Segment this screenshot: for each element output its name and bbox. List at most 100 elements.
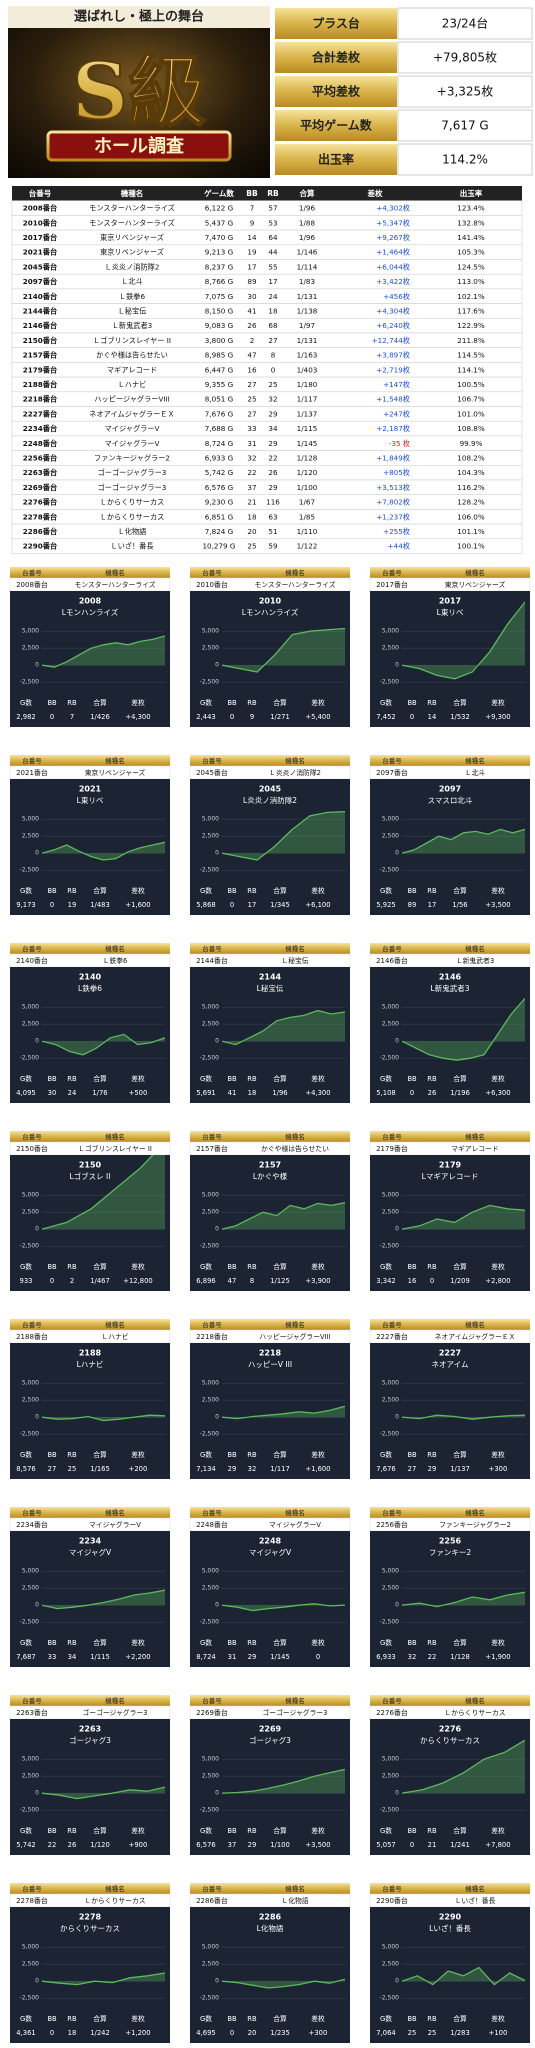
- stat-label: 合算: [273, 1262, 287, 1271]
- card-number: 2248番台: [196, 1520, 228, 1529]
- stat-label: BB: [407, 887, 417, 895]
- table-cell: 東京リベンジャーズ: [100, 233, 164, 242]
- table-cell: 29: [268, 483, 278, 492]
- stat-value: 1/235: [270, 2029, 290, 2037]
- line: [222, 1768, 345, 1794]
- line-area: [42, 1034, 165, 1055]
- stat-value: +1,200: [125, 2029, 150, 2037]
- y-tick-label: 2,500: [202, 833, 219, 840]
- stat-label: 合算: [273, 2014, 287, 2023]
- y-tick-label: 5,000: [22, 1380, 39, 1387]
- card-label: 台番号: [202, 756, 222, 765]
- table-row: [11, 523, 523, 540]
- line: [402, 1966, 525, 1986]
- stat-label: BB: [407, 2015, 417, 2023]
- stat-value: +300: [489, 1465, 508, 1473]
- card-label: 機種名: [465, 1508, 485, 1517]
- stat-label: BB: [47, 1827, 57, 1835]
- card: 台番号 機種名 2278番台 Ｌからくりサーカス 2278 からくりサーカス 5,000 2,…: [9, 1883, 171, 2043]
- chart-number: 2140: [79, 973, 102, 982]
- table-cell: 1/120: [297, 468, 318, 477]
- chart-number: 2227: [439, 1349, 461, 1358]
- y-tick-label: -2,500: [20, 1807, 40, 1814]
- stat-value: 8,724: [196, 1653, 215, 1661]
- table-cell: 2234番台: [23, 424, 57, 433]
- card-name: Ｌからくりサーカス: [444, 1709, 505, 1717]
- table-cell: +5,347枚: [376, 218, 410, 227]
- table-cell: 8,237 G: [205, 262, 233, 271]
- card-label-bar: [190, 1131, 350, 1142]
- table-row: [11, 317, 523, 334]
- stat-value: 2: [70, 1277, 74, 1285]
- table-cell: 1/83: [299, 277, 315, 286]
- card-name: モンスターハンターライズ: [74, 580, 155, 589]
- y-tick-label: 2,500: [382, 1021, 399, 1028]
- table-cell: 106.7%: [457, 395, 485, 404]
- stat-value: 29: [248, 1841, 257, 1849]
- table-cell: 1/115: [297, 424, 318, 433]
- table-row: [11, 464, 523, 481]
- table-cell: 1/145: [297, 439, 318, 448]
- card-label: 台番号: [202, 1508, 222, 1517]
- line: [402, 1591, 525, 1608]
- line-area: [402, 1592, 525, 1607]
- stat-label: G数: [200, 1450, 212, 1459]
- y-tick-label: 2,500: [22, 1773, 39, 1780]
- stat-value: 8: [250, 1277, 254, 1285]
- summary-row: 平均差枚 +3,325枚: [275, 75, 533, 108]
- y-tick-label: 0: [35, 1226, 39, 1233]
- chart-number: 2017: [439, 597, 461, 606]
- card-label: 機種名: [285, 756, 305, 765]
- y-tick-label: -2,500: [380, 1807, 400, 1814]
- stat-value: +3,900: [305, 1277, 330, 1285]
- chart-number: 2150: [79, 1161, 102, 1170]
- stat-label: RB: [247, 1639, 257, 1647]
- y-tick-label: 0: [395, 1038, 399, 1045]
- stat-value: 1/283: [450, 2029, 470, 2037]
- stat-value: 0: [410, 713, 414, 721]
- chart-number: 2045: [259, 785, 282, 794]
- table-cell: Ｌハナビ: [118, 380, 147, 389]
- table-cell: 2290番台: [23, 542, 57, 551]
- y-tick-label: -2,500: [20, 867, 40, 874]
- card-label: 台番号: [22, 756, 42, 765]
- card-label-bar: [190, 1695, 350, 1706]
- table-cell: +3,513枚: [376, 483, 410, 492]
- stat-label: RB: [67, 1827, 77, 1835]
- card-number: 2157番台: [196, 1144, 228, 1153]
- card-number: 2286番台: [196, 1896, 228, 1905]
- table-cell: 2256番台: [23, 453, 57, 462]
- stat-value: 5,925: [376, 901, 395, 909]
- chart-name: Lかぐや様: [253, 1171, 288, 1181]
- line-area: [222, 1202, 345, 1230]
- card-label: 機種名: [105, 568, 125, 577]
- stat-label: RB: [247, 887, 257, 895]
- line-area: [42, 842, 165, 860]
- table-cell: 5,742 G: [205, 468, 233, 477]
- summary-label: 出玉率: [318, 152, 354, 167]
- chart-name: スマスロ北斗: [428, 796, 473, 805]
- line-area: [222, 628, 345, 672]
- table-cell: 53: [268, 218, 277, 227]
- stat-value: 9,173: [16, 901, 35, 909]
- card-label: 機種名: [465, 568, 485, 577]
- card: 台番号 機種名 2218番台 ハッピージャグラーVIII 2218 ハッピーV III 5,…: [189, 1319, 351, 1479]
- card-label-bar: [10, 1883, 170, 1894]
- stat-value: 19: [68, 901, 77, 909]
- table-cell: 8,724 G: [205, 439, 233, 448]
- stat-label: RB: [427, 1827, 437, 1835]
- table-cell: -35 枚: [389, 439, 410, 448]
- stat-label: BB: [227, 887, 237, 895]
- card-name: 東京リベンジャーズ: [85, 768, 146, 777]
- table-cell: 2286番台: [23, 527, 57, 536]
- table-cell: 2263番台: [23, 468, 57, 477]
- card-number: 2008番台: [16, 580, 48, 589]
- table-row: [11, 391, 523, 407]
- table-row: [11, 420, 523, 437]
- chart-number: 2269: [259, 1725, 282, 1734]
- card-name: Ｌ秘宝伝: [281, 956, 308, 965]
